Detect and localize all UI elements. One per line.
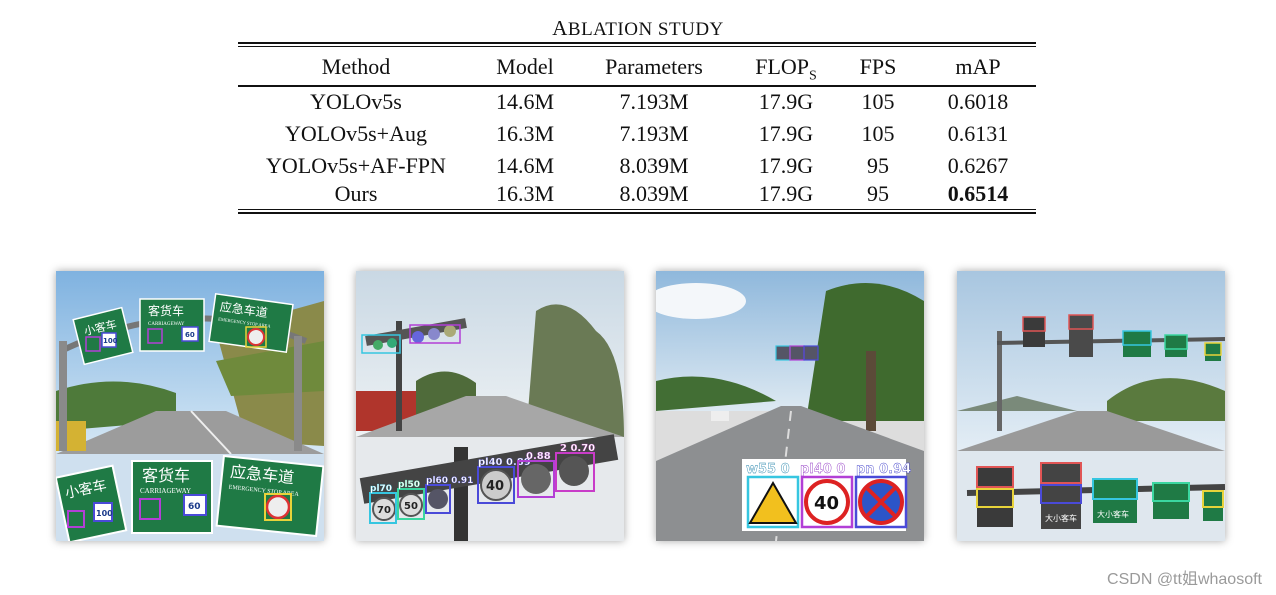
panel-4-image: 大小客车 大小客车 <box>957 271 1225 541</box>
detection-label: 0.88 <box>526 451 551 462</box>
detection-label: pl70 <box>370 484 392 494</box>
cell-parameters: 8.039M <box>619 181 689 206</box>
cell-model: 16.3M <box>495 121 555 146</box>
table-row: YOLOv5s+AF-FPN 14.6M 8.039M 17.9G 95 0.6… <box>240 151 1036 181</box>
panel-2-image: 70 50 40 pl70 pl50 pl60 0.91 pl40 0.89 0… <box>356 271 624 541</box>
cell-fps: 95 <box>867 181 889 206</box>
header-model: Model <box>496 54 554 79</box>
cell-parameters: 7.193M <box>619 121 689 146</box>
sign-text: 大小客车 <box>1045 513 1077 523</box>
table-bottom-rule <box>238 209 1036 210</box>
table-header-rule <box>238 85 1036 87</box>
detection-panel-2: 70 50 40 pl70 pl50 pl60 0.91 pl40 0.89 0… <box>356 271 624 541</box>
watermark: CSDN @tt姐whaosoft <box>1107 571 1262 588</box>
sign-text: 大小客车 <box>1097 509 1129 519</box>
header-fps: FPS <box>859 54 897 79</box>
sign-subtext: CARRIAGEWAY <box>148 322 185 327</box>
speed-label: 100 <box>103 337 118 345</box>
header-method: Method <box>321 54 391 79</box>
cell-fps: 105 <box>861 121 895 146</box>
detection-panel-3: w55 0 pl40 0 pn 0.94 40 <box>656 271 924 541</box>
table-top-rule <box>238 42 1036 44</box>
cell-flops: 17.9G <box>758 153 814 178</box>
detection-label: pl40 0 <box>800 462 845 477</box>
table-row: Ours 16.3M 8.039M 17.9G 95 0.6514 <box>240 179 1036 209</box>
detection-label: w55 0 <box>746 462 790 477</box>
detection-panel-1: 小客车 客货车 应急车道 CARRIAGEWAY EMERGENCY STOP … <box>56 271 324 541</box>
speed-label: 100 <box>96 509 113 518</box>
cell-model: 14.6M <box>495 89 555 114</box>
table-bottom-rule-2 <box>238 212 1036 214</box>
sign-text: 客货车 <box>148 303 184 318</box>
sign-subtext: CARRIAGEWAY <box>140 487 191 495</box>
table-row: YOLOv5s+Aug 16.3M 7.193M 17.9G 105 0.613… <box>240 119 1036 149</box>
speed-label: 70 <box>377 505 391 516</box>
cell-fps: 95 <box>867 153 889 178</box>
table-header-row: Method Model Parameters FLOPS FPS mAP <box>240 52 1036 83</box>
detection-panel-4: 大小客车 大小客车 <box>957 271 1225 541</box>
detection-label: 2 0.70 <box>560 443 595 454</box>
cell-map: 0.6267 <box>947 153 1009 178</box>
detection-label: pl40 0.89 <box>478 457 531 468</box>
table-caption: ABLATION STUDY <box>552 16 724 40</box>
detection-label: pl60 0.91 <box>426 476 473 486</box>
table-row: YOLOv5s 14.6M 7.193M 17.9G 105 0.6018 <box>240 87 1036 117</box>
detection-label: pl50 <box>398 480 420 490</box>
speed-label: 40 <box>814 493 839 514</box>
speed-label: 50 <box>404 501 418 512</box>
detection-label: pn 0.94 <box>856 462 911 477</box>
cell-fps: 105 <box>861 89 895 114</box>
panel-1-image: 小客车 客货车 应急车道 CARRIAGEWAY EMERGENCY STOP … <box>56 271 324 541</box>
cell-model: 14.6M <box>495 153 555 178</box>
cell-method: YOLOv5s+AF-FPN <box>266 153 446 178</box>
cell-parameters: 8.039M <box>619 153 689 178</box>
cell-flops: 17.9G <box>758 121 814 146</box>
speed-label: 60 <box>188 502 201 512</box>
sign-text: 客货车 <box>142 467 190 485</box>
cell-model: 16.3M <box>495 181 555 206</box>
header-map: mAP <box>955 54 1001 79</box>
cell-method: Ours <box>334 181 378 206</box>
speed-label: 60 <box>185 331 195 339</box>
cell-method: YOLOv5s+Aug <box>285 121 427 146</box>
sign-text: 应急车道 <box>219 299 269 321</box>
header-flops: FLOPS <box>755 54 817 84</box>
cell-map: 0.6018 <box>947 89 1009 114</box>
cell-method: YOLOv5s <box>310 89 402 114</box>
cell-map-best: 0.6514 <box>947 181 1009 206</box>
cell-parameters: 7.193M <box>619 89 689 114</box>
table-top-rule-2 <box>238 46 1036 47</box>
cell-flops: 17.9G <box>758 89 814 114</box>
header-parameters: Parameters <box>605 54 703 79</box>
cell-flops: 17.9G <box>758 181 814 206</box>
cell-map: 0.6131 <box>947 121 1009 146</box>
speed-label: 40 <box>486 479 504 494</box>
panel-3-image: w55 0 pl40 0 pn 0.94 40 <box>656 271 924 541</box>
